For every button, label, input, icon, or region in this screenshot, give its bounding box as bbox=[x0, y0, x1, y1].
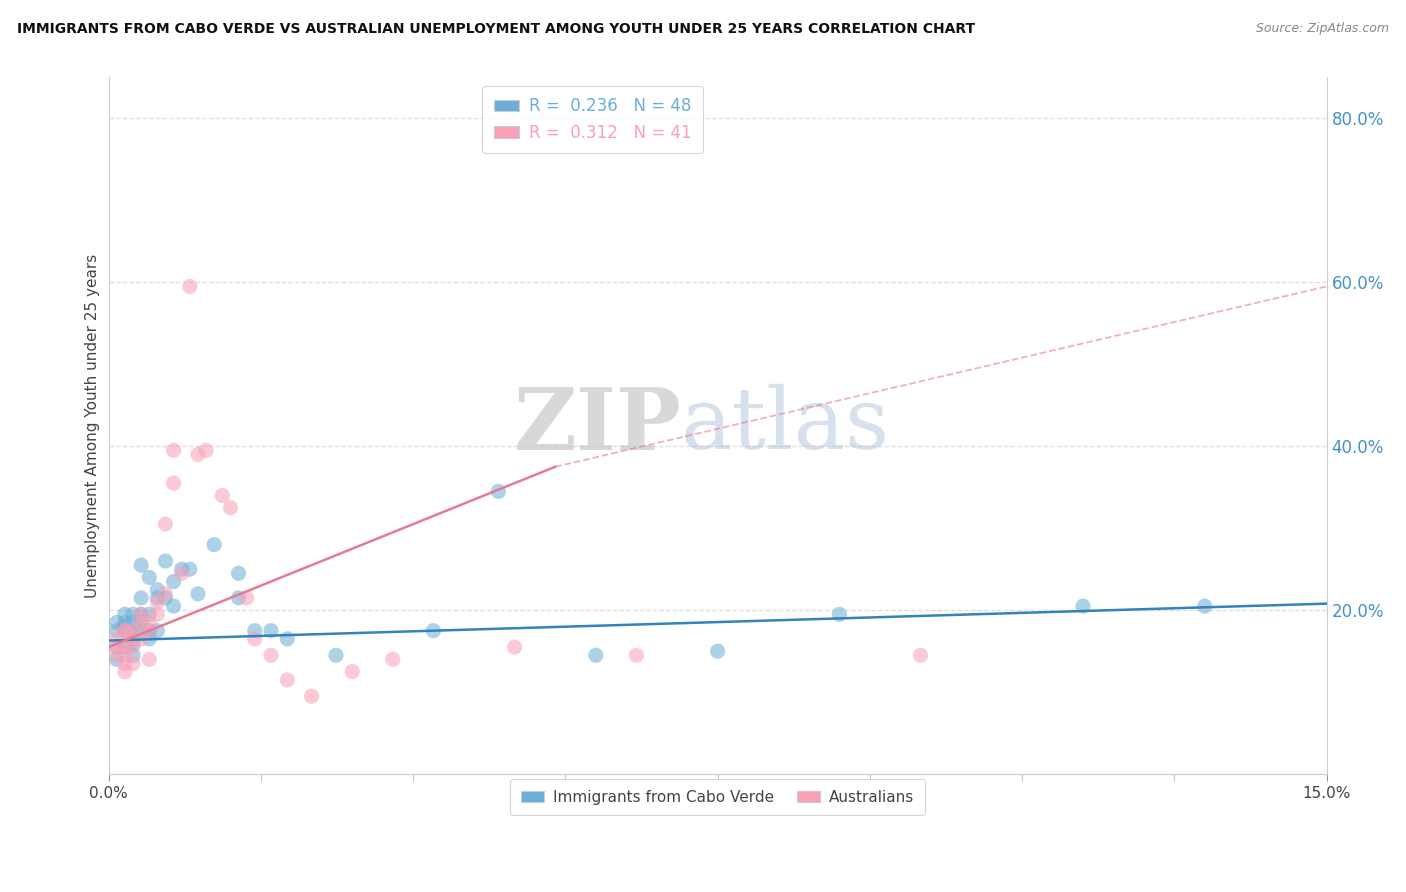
Point bbox=[105, 615, 128, 630]
Point bbox=[503, 640, 526, 654]
Point bbox=[146, 595, 169, 609]
Point bbox=[381, 652, 404, 666]
Point bbox=[585, 648, 607, 663]
Point bbox=[122, 657, 145, 671]
Point bbox=[114, 607, 136, 622]
Point bbox=[114, 624, 136, 638]
Point bbox=[301, 690, 323, 704]
Point bbox=[129, 558, 152, 573]
Point bbox=[235, 591, 257, 605]
Point bbox=[122, 632, 145, 646]
Point bbox=[179, 279, 201, 293]
Point bbox=[129, 624, 152, 638]
Point bbox=[325, 648, 347, 663]
Point bbox=[122, 632, 145, 646]
Point bbox=[114, 640, 136, 654]
Point bbox=[1194, 599, 1216, 613]
Point bbox=[626, 648, 648, 663]
Point bbox=[146, 582, 169, 597]
Point bbox=[114, 648, 136, 663]
Point bbox=[114, 640, 136, 654]
Point bbox=[129, 607, 152, 622]
Point bbox=[162, 476, 184, 491]
Point bbox=[155, 554, 177, 568]
Point bbox=[155, 517, 177, 532]
Point bbox=[122, 640, 145, 654]
Point bbox=[138, 607, 160, 622]
Point bbox=[114, 615, 136, 630]
Point bbox=[129, 615, 152, 630]
Text: ZIP: ZIP bbox=[513, 384, 681, 467]
Point bbox=[146, 591, 169, 605]
Point bbox=[162, 443, 184, 458]
Point bbox=[260, 624, 283, 638]
Point bbox=[129, 615, 152, 630]
Point bbox=[138, 570, 160, 584]
Point bbox=[187, 447, 209, 461]
Point bbox=[243, 632, 266, 646]
Point bbox=[122, 624, 145, 638]
Point bbox=[122, 636, 145, 650]
Point bbox=[146, 624, 169, 638]
Point bbox=[422, 624, 444, 638]
Point bbox=[162, 599, 184, 613]
Point bbox=[276, 632, 298, 646]
Point bbox=[122, 624, 145, 638]
Point bbox=[170, 566, 193, 581]
Point bbox=[155, 591, 177, 605]
Point bbox=[195, 443, 218, 458]
Point bbox=[219, 500, 242, 515]
Point bbox=[243, 624, 266, 638]
Point bbox=[105, 640, 128, 654]
Y-axis label: Unemployment Among Youth under 25 years: Unemployment Among Youth under 25 years bbox=[86, 253, 100, 598]
Point bbox=[179, 562, 201, 576]
Point bbox=[114, 624, 136, 638]
Text: atlas: atlas bbox=[681, 384, 890, 467]
Point bbox=[202, 538, 225, 552]
Point bbox=[162, 574, 184, 589]
Point bbox=[486, 484, 509, 499]
Point bbox=[155, 587, 177, 601]
Point bbox=[1071, 599, 1094, 613]
Point bbox=[187, 587, 209, 601]
Legend: Immigrants from Cabo Verde, Australians: Immigrants from Cabo Verde, Australians bbox=[510, 779, 925, 815]
Point bbox=[114, 657, 136, 671]
Point bbox=[122, 607, 145, 622]
Point bbox=[105, 624, 128, 638]
Point bbox=[114, 665, 136, 679]
Point bbox=[129, 607, 152, 622]
Point bbox=[828, 607, 851, 622]
Point bbox=[138, 615, 160, 630]
Point bbox=[129, 591, 152, 605]
Point bbox=[211, 488, 233, 502]
Point bbox=[228, 591, 250, 605]
Point bbox=[105, 652, 128, 666]
Text: Source: ZipAtlas.com: Source: ZipAtlas.com bbox=[1256, 22, 1389, 36]
Point bbox=[105, 632, 128, 646]
Point bbox=[114, 619, 136, 633]
Point bbox=[122, 615, 145, 630]
Point bbox=[706, 644, 728, 658]
Point bbox=[105, 648, 128, 663]
Point bbox=[260, 648, 283, 663]
Text: IMMIGRANTS FROM CABO VERDE VS AUSTRALIAN UNEMPLOYMENT AMONG YOUTH UNDER 25 YEARS: IMMIGRANTS FROM CABO VERDE VS AUSTRALIAN… bbox=[17, 22, 974, 37]
Point bbox=[138, 624, 160, 638]
Point bbox=[114, 624, 136, 638]
Point bbox=[122, 648, 145, 663]
Point bbox=[138, 652, 160, 666]
Point bbox=[276, 673, 298, 687]
Point bbox=[228, 566, 250, 581]
Point bbox=[910, 648, 932, 663]
Point bbox=[138, 624, 160, 638]
Point bbox=[138, 632, 160, 646]
Point bbox=[170, 562, 193, 576]
Point bbox=[129, 632, 152, 646]
Point bbox=[105, 640, 128, 654]
Point bbox=[342, 665, 364, 679]
Point bbox=[146, 607, 169, 622]
